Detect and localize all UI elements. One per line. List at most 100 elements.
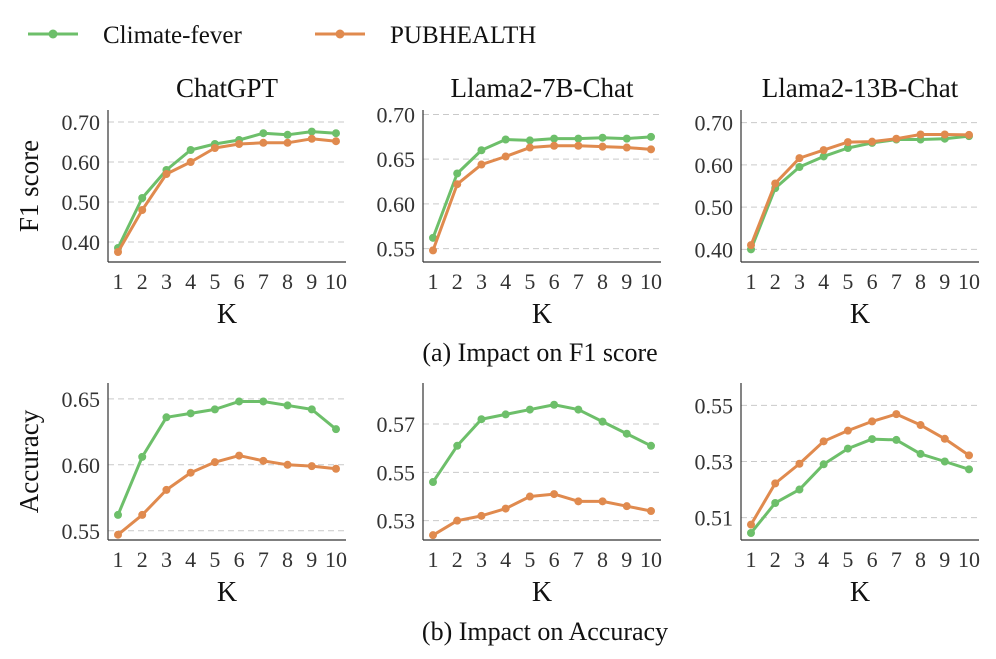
chart-title: Llama2-7B-Chat (451, 73, 634, 103)
data-point-pubhealth (259, 456, 268, 465)
x-tick-label: 8 (915, 269, 926, 294)
series-line-pubhealth (432, 492, 652, 537)
x-tick-label: 1 (113, 269, 124, 294)
data-point-pubhealth (965, 130, 973, 139)
x-tick-label: 8 (915, 547, 926, 572)
data-point-pubhealth (114, 530, 122, 539)
y-axis-label: F1 score (14, 140, 44, 232)
data-point-pubhealth (550, 490, 559, 499)
data-point-pubhealth (795, 154, 804, 163)
data-point-pubhealth (892, 410, 901, 419)
y-tick-label: 0.55 (377, 460, 416, 485)
x-tick-label: 8 (597, 269, 608, 294)
data-point-pubhealth (429, 531, 437, 540)
legend-item-pubhealth: PUBHEALTH (315, 22, 536, 49)
data-point-climate-fever (574, 405, 583, 414)
x-tick-label: 9 (306, 269, 317, 294)
data-point-pubhealth (868, 137, 877, 146)
data-point-pubhealth (186, 468, 195, 477)
data-point-climate-fever (598, 417, 607, 426)
data-point-climate-fever (429, 233, 437, 242)
data-point-climate-fever (819, 460, 828, 469)
x-tick-label: 5 (209, 269, 220, 294)
data-point-climate-fever (453, 441, 462, 450)
data-point-climate-fever (210, 405, 219, 414)
series-pubhealth (747, 410, 973, 529)
series-line-pubhealth (749, 132, 970, 246)
y-tick-label: 0.70 (377, 102, 416, 127)
data-point-pubhealth (453, 180, 462, 189)
chart-title: Llama2-13B-Chat (762, 73, 959, 103)
data-point-pubhealth (916, 421, 925, 430)
data-point-pubhealth (210, 144, 219, 152)
y-tick-label: 0.60 (695, 153, 734, 178)
data-point-climate-fever (550, 134, 559, 143)
data-point-climate-fever (647, 132, 655, 141)
x-tick-label: 3 (476, 547, 487, 572)
series-pubhealth (429, 141, 655, 255)
x-tick-label: 2 (770, 269, 781, 294)
data-point-climate-fever (332, 129, 340, 138)
y-tick-label: 0.40 (695, 237, 734, 262)
x-tick-label: 9 (939, 269, 950, 294)
data-point-pubhealth (771, 479, 780, 488)
data-point-pubhealth (332, 464, 340, 473)
x-tick-label: 6 (549, 269, 560, 294)
x-tick-label: 5 (209, 547, 220, 572)
x-tick-label: 1 (746, 547, 757, 572)
data-point-pubhealth (940, 130, 949, 139)
data-point-climate-fever (138, 452, 147, 461)
y-axis-label: Accuracy (14, 409, 44, 513)
data-point-climate-fever (429, 478, 437, 487)
data-point-climate-fever (307, 405, 316, 414)
series-pubhealth (114, 451, 340, 539)
data-point-climate-fever (525, 405, 534, 414)
data-point-pubhealth (843, 426, 852, 435)
data-point-climate-fever (647, 441, 655, 450)
data-point-pubhealth (916, 130, 925, 139)
data-point-pubhealth (598, 142, 607, 151)
x-tick-label: 4 (500, 547, 511, 572)
y-tick-label: 0.60 (62, 150, 101, 175)
data-point-pubhealth (598, 497, 607, 506)
data-point-pubhealth (162, 485, 171, 494)
x-tick-label: 7 (573, 269, 584, 294)
x-axis-label: K (850, 577, 870, 608)
data-point-climate-fever (477, 415, 486, 424)
data-point-pubhealth (501, 152, 510, 161)
row-caption-f1: (a) Impact on F1 score (422, 338, 657, 367)
data-point-climate-fever (550, 400, 559, 409)
series-climate-fever (747, 132, 973, 254)
data-point-climate-fever (477, 146, 486, 155)
chart-panel-5: 0.53 0.55 0.57 1 2 3 4 5 6 7 8 9 10 K (377, 383, 662, 608)
data-point-pubhealth (819, 437, 828, 446)
x-tick-label: 4 (500, 269, 511, 294)
data-point-climate-fever (622, 429, 631, 438)
data-point-climate-fever (892, 435, 901, 444)
data-point-pubhealth (622, 143, 631, 152)
data-point-climate-fever (307, 127, 316, 136)
data-point-pubhealth (771, 179, 780, 188)
x-tick-label: 6 (549, 547, 560, 572)
x-axis-label: K (532, 577, 552, 608)
chart-panel-6: 0.51 0.53 0.55 1 2 3 4 5 6 7 8 9 10 K (695, 383, 980, 608)
data-point-pubhealth (647, 507, 655, 516)
data-point-climate-fever (283, 401, 292, 410)
data-point-climate-fever (453, 169, 462, 178)
data-point-pubhealth (892, 134, 901, 143)
series-climate-fever (747, 435, 973, 537)
data-point-climate-fever (598, 133, 607, 142)
x-tick-label: 3 (161, 547, 172, 572)
data-point-climate-fever (138, 194, 147, 202)
x-tick-label: 7 (258, 269, 269, 294)
data-point-pubhealth (477, 160, 486, 169)
data-point-climate-fever (795, 485, 804, 494)
data-point-climate-fever (940, 457, 949, 466)
legend-label-climate-fever: Climate-fever (103, 22, 242, 49)
series-line-climate-fever (431, 403, 652, 483)
x-tick-label: 10 (958, 269, 980, 294)
series-climate-fever (429, 400, 655, 487)
x-tick-label: 3 (794, 269, 805, 294)
data-point-pubhealth (747, 520, 755, 529)
series-line-pubhealth (749, 412, 970, 526)
